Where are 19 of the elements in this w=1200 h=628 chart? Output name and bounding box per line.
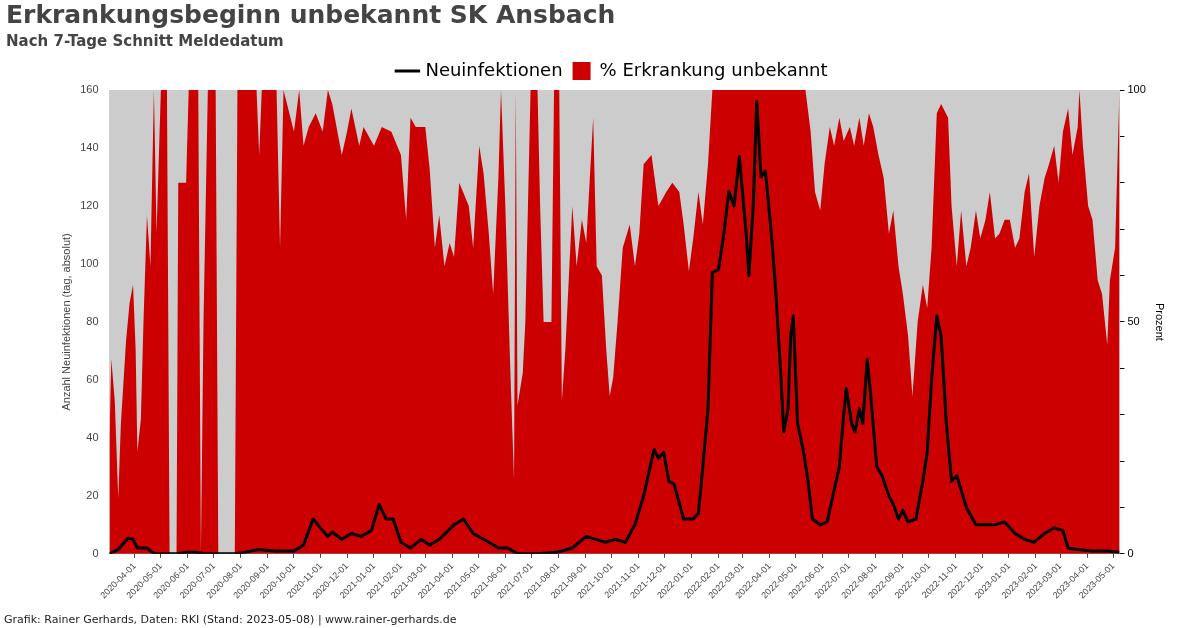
y-tick-label: 160 [80, 83, 99, 96]
y-tick-label: 20 [86, 488, 99, 501]
y-tick-label: 60 [86, 372, 99, 385]
y2-tick-label: 100 [1127, 83, 1146, 96]
y-tick-label: 40 [86, 430, 99, 443]
legend-label: % Erkrankung unbekannt [599, 58, 828, 80]
text: Grafik: Rainer Gerhards, Daten: RKI (Stand: 2023-05-08) | www.rainer-gerhards.de [4, 613, 457, 626]
y2-tick-label: 50 [1127, 314, 1140, 327]
y-tick-label: 100 [80, 256, 99, 269]
y-axis-title: Anzahl Neuinfektionen (tag, absolut) [59, 233, 72, 411]
y-tick-label: 80 [86, 314, 99, 327]
chart-title: Erkrankungsbeginn unbekannt SK Ansbach [6, 0, 616, 29]
y-tick-label: 140 [80, 141, 99, 154]
chart-subtitle: Nach 7-Tage Schnitt Meldedatum [6, 32, 284, 50]
legend-label: Neuinfektionen [425, 58, 563, 80]
y2-tick-label: 0 [1127, 546, 1134, 559]
y-tick-label: 120 [80, 198, 99, 211]
y-tick-label: 0 [92, 546, 99, 559]
y2-axis-title: Prozent [1154, 302, 1167, 341]
